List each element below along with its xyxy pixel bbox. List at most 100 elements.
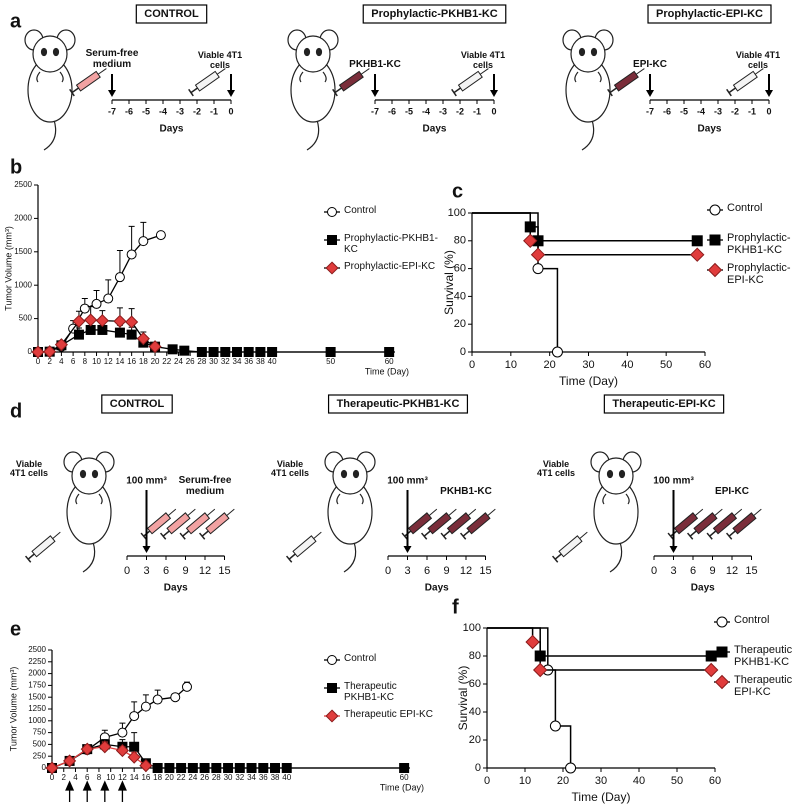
timeline-tick-label: -2 (193, 106, 201, 116)
legend-label: Prophylactic-PKHB1-KC (344, 233, 438, 255)
x-tick-label: 10 (519, 775, 531, 787)
x-tick-label: 14 (130, 773, 139, 782)
marker (176, 763, 187, 773)
syringe-barrel (732, 70, 758, 92)
syringe-needle (226, 508, 235, 516)
marker (703, 662, 719, 678)
syringe-barrel (613, 70, 639, 92)
x-tick-label: 38 (256, 357, 265, 366)
syringe-grip (451, 88, 457, 97)
y-tick-label: 60 (469, 678, 481, 690)
y-tick-label: 500 (33, 740, 47, 749)
x-tick-label: 36 (244, 357, 253, 366)
marker (164, 763, 175, 773)
x-tick-label: 50 (671, 775, 683, 787)
syringe-plunger (71, 87, 79, 94)
panel-letter: a (10, 10, 22, 32)
timeline-tick-label: 12 (726, 565, 738, 577)
syringe-icon (607, 68, 645, 97)
marker (129, 711, 140, 722)
y-tick-label: 0 (42, 763, 47, 772)
syringe-barrel (558, 535, 583, 558)
marker (80, 742, 94, 756)
x-tick-label: 28 (212, 773, 221, 782)
marker (223, 763, 234, 773)
x-axis-label: Time (Day) (365, 366, 409, 376)
y-tick-label: 80 (469, 650, 481, 662)
y-tick-label: 1500 (28, 692, 46, 701)
timeline-tick-label: 15 (218, 565, 230, 577)
syringe-needle (635, 68, 645, 75)
syringe-grip (440, 532, 447, 540)
x-tick-label: 18 (153, 773, 162, 782)
syringe-needle (579, 531, 588, 539)
syringe-grip (332, 88, 338, 97)
marker (85, 324, 96, 335)
y-tick-label: 0 (460, 346, 466, 358)
marker (525, 634, 540, 650)
syringe-grip (188, 88, 194, 97)
syringe-icon (69, 68, 107, 97)
x-tick-label: 50 (660, 359, 672, 371)
legend-marker (714, 674, 730, 690)
syringe-needle (428, 508, 438, 516)
survival-step (538, 267, 559, 352)
x-tick-label: 22 (162, 357, 171, 366)
arrow-head (669, 546, 678, 553)
mouse-eye (618, 469, 626, 479)
syringe-barrel (693, 512, 718, 535)
timeline-axis-label: Days (423, 124, 447, 135)
legend-label: Therapeutic EPI-KC (734, 674, 793, 698)
x-tick-label: 22 (177, 773, 186, 782)
x-tick-label: 34 (247, 773, 256, 782)
x-tick-label: 12 (104, 357, 113, 366)
syringe-needle (187, 508, 196, 516)
marker (170, 692, 181, 703)
timeline-axis-label: Days (160, 124, 184, 135)
x-tick-label: 30 (582, 359, 594, 371)
syringe-barrel (673, 512, 699, 535)
syringe-grip (25, 555, 32, 563)
mouse-paw (602, 493, 630, 505)
syringe-plunger (288, 553, 296, 560)
marker (91, 298, 102, 309)
title-box (327, 394, 469, 414)
syringe-needle (216, 68, 226, 75)
syringe-plunger (201, 530, 209, 537)
syringe-needle (694, 508, 704, 516)
syringe-needle (753, 508, 762, 516)
x-tick-label: 12 (118, 773, 127, 782)
treatment-label: PKHB1-KC (349, 58, 401, 70)
x-tick-label: 30 (209, 357, 218, 366)
timeline-tick-label: 12 (460, 565, 472, 577)
syringe-needle (487, 508, 496, 516)
timeline-axis-label: Days (691, 583, 715, 594)
mouse-paw (75, 493, 103, 505)
marker (114, 272, 125, 283)
treatment-label: PKHB1-KC (440, 485, 492, 497)
timeline-tick-label: 6 (424, 565, 430, 577)
timeline-tick-label: -5 (405, 106, 413, 116)
syringe-needle (467, 508, 477, 516)
x-tick-label: 10 (505, 359, 517, 371)
timeline-tick-label: 12 (199, 565, 211, 577)
timeline-axis-label: Days (698, 124, 722, 135)
challenge-label: Viable 4T1 cells (197, 50, 243, 70)
mouse-paw (336, 493, 364, 505)
timeline-tick-label: -5 (680, 106, 688, 116)
syringe-icon (421, 508, 457, 540)
mouse-eye (606, 469, 614, 479)
legend-marker (709, 204, 721, 216)
marker (114, 327, 125, 338)
challenge-label: Viable 4T1 cells (460, 50, 506, 70)
syringe-grip (179, 532, 186, 540)
syringe-plunger (162, 530, 170, 537)
syringe-grip (160, 532, 167, 540)
arrow-head (646, 90, 654, 97)
syringe-icon (401, 508, 438, 540)
legend-marker (716, 616, 728, 628)
x-tick-label: 40 (633, 775, 645, 787)
mouse-icon (24, 29, 76, 151)
x-tick-label: 8 (83, 357, 88, 366)
syringe-grip (552, 555, 559, 563)
